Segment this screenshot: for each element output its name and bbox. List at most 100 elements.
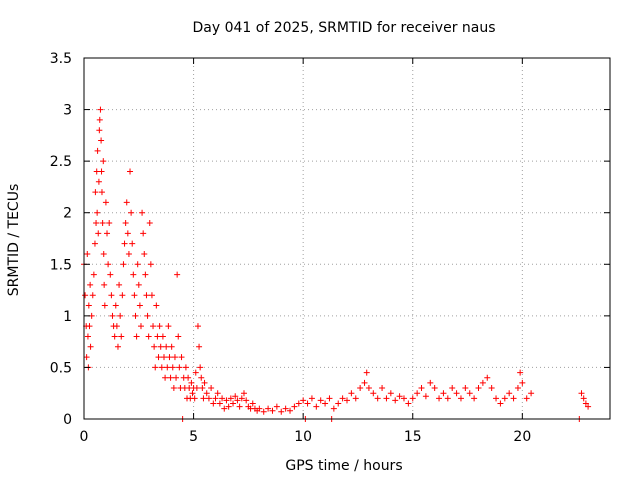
data-point bbox=[300, 397, 307, 404]
data-point bbox=[361, 379, 368, 386]
data-point bbox=[118, 333, 125, 340]
data-point bbox=[471, 395, 478, 402]
data-point bbox=[219, 395, 226, 402]
data-point bbox=[113, 323, 120, 330]
data-point bbox=[84, 250, 91, 257]
data-point bbox=[85, 302, 92, 309]
data-point bbox=[101, 302, 108, 309]
data-point bbox=[120, 261, 127, 268]
data-point bbox=[317, 397, 324, 404]
data-point bbox=[199, 385, 206, 392]
data-point bbox=[89, 292, 96, 299]
data-point bbox=[370, 390, 377, 397]
data-point bbox=[129, 240, 136, 247]
data-point bbox=[273, 403, 280, 410]
data-point bbox=[205, 395, 212, 402]
data-point bbox=[431, 385, 438, 392]
data-point bbox=[188, 379, 195, 386]
data-point bbox=[91, 240, 98, 247]
data-point bbox=[484, 374, 491, 381]
data-point bbox=[137, 323, 144, 330]
data-point bbox=[139, 209, 146, 216]
data-point bbox=[330, 405, 337, 412]
y-tick-label: 0 bbox=[63, 412, 72, 428]
data-point bbox=[99, 220, 106, 227]
data-point bbox=[98, 168, 105, 175]
data-point bbox=[196, 343, 203, 350]
x-tick-label: 20 bbox=[513, 429, 531, 445]
data-point bbox=[148, 292, 155, 299]
data-point bbox=[192, 369, 199, 376]
data-point bbox=[151, 343, 158, 350]
x-tick-label: 0 bbox=[80, 429, 89, 445]
data-point bbox=[234, 397, 241, 404]
data-point bbox=[352, 395, 359, 402]
data-point bbox=[357, 385, 364, 392]
y-tick-label: 2 bbox=[63, 206, 72, 222]
data-point bbox=[136, 302, 143, 309]
data-point bbox=[116, 281, 123, 288]
data-point bbox=[457, 395, 464, 402]
data-point bbox=[164, 364, 171, 371]
data-point bbox=[291, 403, 298, 410]
data-point bbox=[107, 271, 114, 278]
data-point bbox=[578, 390, 585, 397]
data-point bbox=[189, 390, 196, 397]
data-point bbox=[92, 189, 99, 196]
data-point bbox=[287, 407, 294, 414]
data-point bbox=[96, 116, 103, 123]
data-point bbox=[201, 379, 208, 386]
data-point bbox=[198, 374, 205, 381]
data-point bbox=[313, 403, 320, 410]
data-point bbox=[243, 397, 250, 404]
data-point bbox=[154, 333, 161, 340]
data-point bbox=[497, 400, 504, 407]
gridlines bbox=[84, 58, 610, 419]
data-point bbox=[427, 379, 434, 386]
data-point bbox=[178, 354, 185, 361]
data-point bbox=[155, 354, 162, 361]
data-point bbox=[135, 281, 142, 288]
data-point bbox=[392, 397, 399, 404]
data-point bbox=[422, 393, 429, 400]
data-point bbox=[322, 400, 329, 407]
data-point bbox=[108, 292, 115, 299]
plot-frame bbox=[83, 57, 611, 420]
chart-title: Day 041 of 2025, SRMTID for receiver nau… bbox=[192, 20, 495, 36]
data-point bbox=[133, 333, 140, 340]
data-point bbox=[223, 397, 230, 404]
data-point bbox=[94, 209, 101, 216]
data-point bbox=[142, 271, 149, 278]
data-point bbox=[123, 199, 130, 206]
data-point bbox=[265, 405, 272, 412]
y-axis-label: SRMTID / TECUs bbox=[6, 184, 22, 297]
data-point bbox=[169, 364, 176, 371]
data-point bbox=[585, 403, 592, 410]
data-point bbox=[141, 250, 148, 257]
data-point bbox=[97, 106, 104, 113]
data-point bbox=[121, 240, 128, 247]
data-point bbox=[140, 230, 147, 237]
data-point bbox=[153, 302, 160, 309]
data-point bbox=[308, 395, 315, 402]
data-point bbox=[131, 292, 138, 299]
data-point bbox=[493, 395, 500, 402]
x-tick-label: 15 bbox=[404, 429, 422, 445]
data-point bbox=[514, 385, 521, 392]
data-point bbox=[100, 250, 107, 257]
data-point bbox=[150, 323, 157, 330]
data-point bbox=[405, 400, 412, 407]
data-point bbox=[216, 400, 223, 407]
data-point bbox=[98, 137, 105, 144]
data-point bbox=[114, 343, 121, 350]
data-point bbox=[82, 292, 89, 299]
data-point bbox=[365, 385, 372, 392]
data-point bbox=[185, 374, 192, 381]
data-point bbox=[249, 400, 256, 407]
data-point bbox=[475, 385, 482, 392]
data-point bbox=[256, 405, 263, 412]
data-point bbox=[517, 369, 524, 376]
x-axis-label: GPS time / hours bbox=[285, 458, 402, 474]
data-point bbox=[165, 323, 172, 330]
